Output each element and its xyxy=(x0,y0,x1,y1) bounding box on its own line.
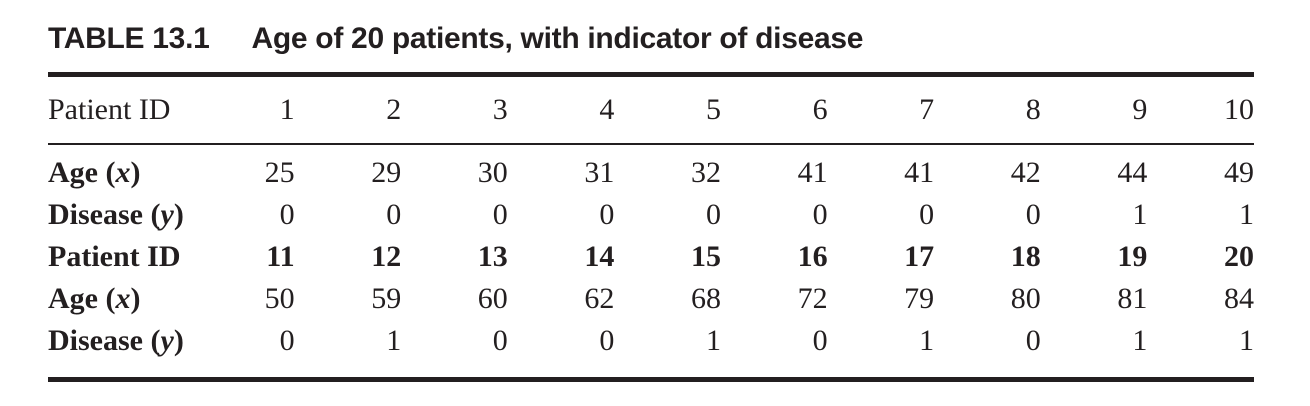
table-number: TABLE 13.1 xyxy=(48,22,210,55)
cell: 68 xyxy=(690,282,721,315)
table-row: Age (x) 50 59 60 62 68 72 79 80 81 84 xyxy=(48,278,1254,320)
cell: 29 xyxy=(371,156,402,189)
cell: 1 xyxy=(1239,198,1254,231)
table-row: Patient ID 11 12 13 14 15 16 17 18 19 20 xyxy=(48,236,1254,278)
table-row: Disease (y) 0 1 0 0 1 0 1 0 1 1 xyxy=(48,320,1254,380)
cell: 0 xyxy=(279,198,295,231)
cell: 18 xyxy=(1010,240,1041,273)
cell: 1 xyxy=(1132,198,1148,231)
cell: 42 xyxy=(1010,156,1041,189)
variable-symbol: y xyxy=(160,324,174,357)
table-caption: Age of 20 patients, with indicator of di… xyxy=(251,22,864,55)
cell: 0 xyxy=(599,198,615,231)
header-row: Patient ID 1 2 3 4 5 6 7 8 9 10 xyxy=(48,74,1254,145)
cell: 59 xyxy=(371,282,402,315)
cell: 0 xyxy=(812,198,828,231)
header-cell: 2 xyxy=(294,74,402,145)
header-label: Patient ID xyxy=(48,74,188,145)
cell: 19 xyxy=(1117,240,1148,273)
cell: 62 xyxy=(584,282,615,315)
cell: 0 xyxy=(492,324,508,357)
cell: 41 xyxy=(797,156,828,189)
cell: 81 xyxy=(1117,282,1148,315)
table-row: Disease (y) 0 0 0 0 0 0 0 0 1 1 xyxy=(48,194,1254,236)
variable-symbol: y xyxy=(160,198,174,231)
header-cell: 9 xyxy=(1040,74,1148,145)
header-cell: 10 xyxy=(1147,74,1254,145)
cell: 41 xyxy=(904,156,935,189)
cell: 11 xyxy=(266,240,295,273)
cell: 49 xyxy=(1224,156,1254,189)
cell: 0 xyxy=(812,324,828,357)
cell: 0 xyxy=(599,324,615,357)
cell: 15 xyxy=(690,240,721,273)
cell: 32 xyxy=(690,156,721,189)
row-label: Patient ID xyxy=(48,240,181,273)
cell: 13 xyxy=(477,240,508,273)
cell: 0 xyxy=(705,198,721,231)
cell: 0 xyxy=(1025,324,1041,357)
table-row: Age (x) 25 29 30 31 32 41 41 42 44 49 xyxy=(48,144,1254,194)
header-cell: 5 xyxy=(614,74,721,145)
cell: 1 xyxy=(705,324,721,357)
cell: 16 xyxy=(797,240,828,273)
cell: 72 xyxy=(797,282,828,315)
table-title: TABLE 13.1 Age of 20 patients, with indic… xyxy=(48,22,863,56)
cell: 1 xyxy=(1132,324,1148,357)
cell: 80 xyxy=(1010,282,1041,315)
cell: 50 xyxy=(264,282,295,315)
cell: 30 xyxy=(477,156,508,189)
cell: 84 xyxy=(1224,282,1254,315)
cell: 1 xyxy=(919,324,935,357)
variable-symbol: x xyxy=(115,282,131,315)
header-cell: 7 xyxy=(827,74,935,145)
table-body: Age (x) 25 29 30 31 32 41 41 42 44 49 Disease (y) 0 0… xyxy=(48,144,1254,380)
variable-symbol: x xyxy=(115,156,131,189)
cell: 79 xyxy=(904,282,935,315)
row-label: Age (x) xyxy=(48,282,141,315)
cell: 31 xyxy=(584,156,615,189)
header-cell: 1 xyxy=(188,74,295,145)
cell: 60 xyxy=(477,282,508,315)
cell: 20 xyxy=(1224,240,1254,273)
cell: 12 xyxy=(371,240,402,273)
cell: 25 xyxy=(264,156,295,189)
cell: 0 xyxy=(386,198,402,231)
cell: 0 xyxy=(279,324,295,357)
row-label: Disease (y) xyxy=(48,324,184,357)
row-label: Disease (y) xyxy=(48,198,184,231)
cell: 0 xyxy=(919,198,935,231)
cell: 17 xyxy=(904,240,935,273)
cell: 0 xyxy=(1025,198,1041,231)
row-label: Age (x) xyxy=(48,156,141,189)
cell: 1 xyxy=(1239,324,1254,357)
header-cell: 4 xyxy=(507,74,615,145)
table-header: Patient ID 1 2 3 4 5 6 7 8 9 10 xyxy=(48,74,1254,145)
cell: 0 xyxy=(492,198,508,231)
cell: 14 xyxy=(584,240,615,273)
header-cell: 6 xyxy=(720,74,828,145)
header-cell: 8 xyxy=(934,74,1041,145)
header-cell: 3 xyxy=(401,74,508,145)
cell: 1 xyxy=(386,324,402,357)
cell: 44 xyxy=(1117,156,1148,189)
patients-table: Patient ID 1 2 3 4 5 6 7 8 9 10 Age (x) 25 29 30 31 32 4… xyxy=(48,72,1254,382)
